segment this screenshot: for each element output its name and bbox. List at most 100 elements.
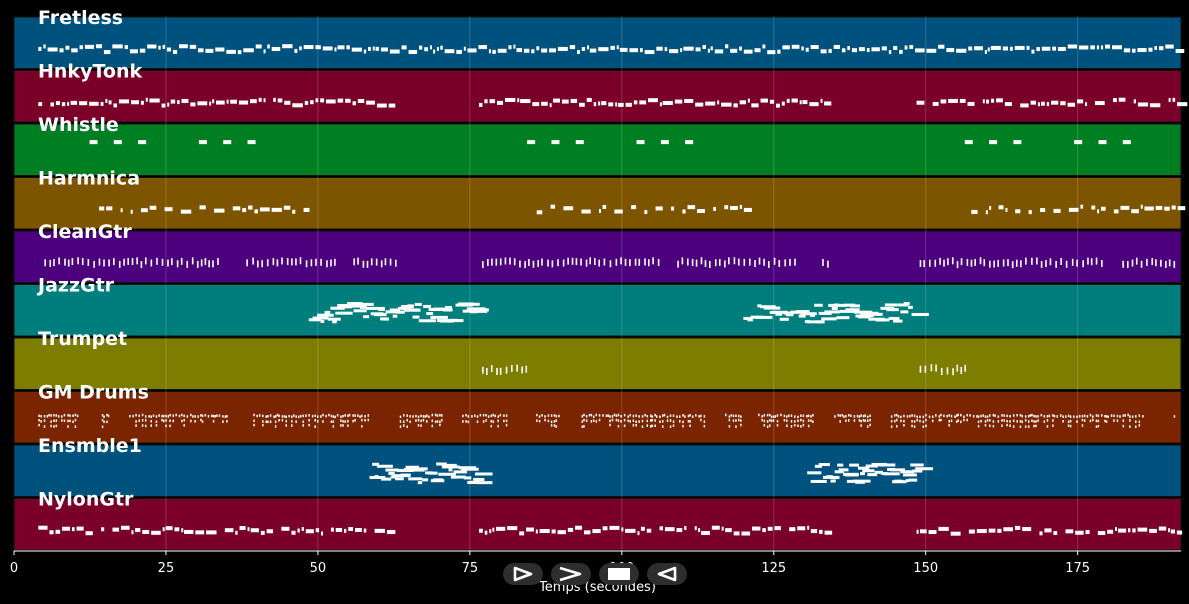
- stop-icon: [608, 568, 630, 580]
- note: [422, 478, 429, 482]
- note: [374, 475, 379, 479]
- note: [181, 98, 189, 103]
- note: [266, 259, 269, 267]
- note: [1060, 257, 1062, 265]
- note: [581, 425, 584, 429]
- note: [893, 45, 898, 50]
- note: [684, 98, 694, 103]
- note: [61, 419, 63, 422]
- note: [138, 414, 140, 418]
- fast-forward-button[interactable]: [551, 563, 591, 585]
- note: [255, 44, 262, 49]
- note: [786, 415, 788, 418]
- note: [380, 47, 388, 52]
- note: [629, 413, 631, 417]
- note: [311, 414, 314, 418]
- note: [773, 257, 776, 265]
- note: [155, 420, 158, 424]
- note: [1148, 47, 1153, 52]
- note: [919, 415, 921, 419]
- note: [737, 418, 740, 422]
- note: [344, 528, 347, 533]
- note: [291, 258, 293, 266]
- note: [38, 418, 40, 422]
- note: [71, 527, 75, 532]
- note: [695, 259, 698, 267]
- rewind-button[interactable]: [647, 563, 687, 585]
- note: [783, 418, 786, 422]
- note: [769, 413, 771, 417]
- note: [608, 102, 614, 107]
- x-tick-label: 175: [1065, 561, 1090, 576]
- note: [1001, 419, 1003, 422]
- note: [419, 45, 423, 50]
- note: [922, 425, 925, 429]
- note: [308, 318, 322, 322]
- note: [1003, 414, 1005, 417]
- note: [888, 50, 892, 55]
- note: [1076, 420, 1078, 423]
- note: [555, 414, 558, 418]
- note: [212, 414, 215, 418]
- note: [1100, 206, 1106, 211]
- note: [308, 423, 310, 427]
- note: [537, 259, 539, 267]
- note: [403, 420, 405, 423]
- note: [1101, 414, 1103, 417]
- note: [562, 259, 565, 267]
- note: [1065, 415, 1067, 418]
- note: [197, 415, 199, 418]
- note: [1043, 420, 1046, 423]
- note: [654, 413, 656, 417]
- stop-button[interactable]: [599, 563, 639, 585]
- note: [267, 420, 269, 424]
- note: [538, 415, 541, 418]
- note: [955, 414, 958, 417]
- play-button[interactable]: [503, 563, 543, 585]
- track-label: GM Drums: [38, 382, 149, 404]
- track-lane: [13, 391, 1182, 444]
- note: [166, 47, 172, 52]
- note: [909, 44, 914, 49]
- note: [890, 468, 906, 472]
- note: [426, 312, 434, 316]
- note: [1101, 45, 1104, 50]
- track-label: Ensmble1: [38, 435, 142, 457]
- note: [172, 49, 178, 54]
- note: [265, 415, 268, 418]
- note: [1073, 415, 1075, 418]
- note: [790, 420, 793, 423]
- note: [482, 366, 484, 374]
- note: [53, 419, 55, 422]
- note: [1014, 525, 1021, 530]
- note: [215, 100, 225, 105]
- note: [375, 46, 380, 51]
- note: [906, 415, 909, 418]
- note: [640, 526, 645, 531]
- note: [909, 414, 911, 418]
- x-tick-label: 125: [761, 561, 786, 576]
- note: [147, 44, 157, 49]
- note: [531, 49, 535, 54]
- note: [351, 47, 362, 52]
- note: [767, 50, 776, 55]
- note: [890, 419, 893, 423]
- note: [436, 414, 439, 417]
- note: [682, 420, 684, 424]
- note: [884, 303, 898, 307]
- note: [593, 102, 597, 107]
- note: [1085, 530, 1090, 535]
- note: [648, 98, 658, 103]
- note: [714, 259, 717, 267]
- note: [956, 48, 967, 53]
- note: [396, 310, 405, 314]
- note: [1037, 419, 1039, 422]
- note: [922, 420, 925, 424]
- note: [557, 259, 559, 267]
- note: [113, 140, 122, 145]
- note: [354, 527, 362, 532]
- note: [53, 259, 55, 267]
- note: [113, 258, 115, 266]
- note: [623, 418, 626, 422]
- note: [144, 419, 147, 422]
